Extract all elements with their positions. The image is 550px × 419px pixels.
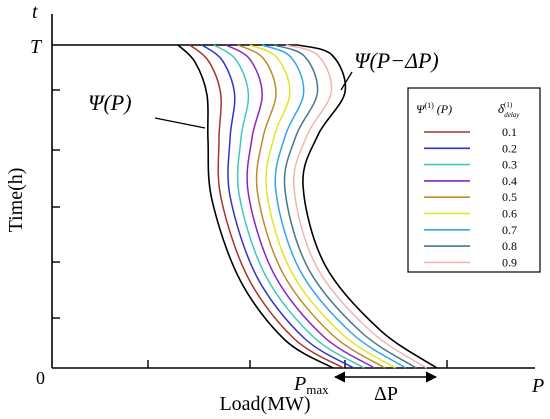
inner-label: Ψ(P): [88, 90, 132, 115]
legend-value: 0.9: [502, 255, 517, 269]
legend-value: 0.2: [502, 141, 517, 155]
curves: [177, 44, 438, 369]
delay-curve: [273, 44, 417, 369]
outer-leader: [340, 71, 353, 91]
inner-boundary: [177, 44, 334, 369]
legend-value: 0.6: [502, 207, 517, 221]
x-symbol: P: [531, 375, 544, 397]
delay-curve: [285, 44, 428, 369]
delay-curve: [237, 44, 386, 369]
legend-value: 0.8: [502, 239, 517, 253]
delay-curve: [261, 44, 407, 369]
legend-value: 0.3: [502, 158, 517, 172]
y-symbol: t: [32, 1, 38, 23]
legend-box: [407, 87, 541, 273]
legend-value: 0.1: [502, 125, 517, 139]
legend-value: 0.5: [502, 190, 517, 204]
delay-curve: [225, 44, 375, 369]
y-label: Time(h): [5, 168, 27, 233]
legend-value: 0.7: [502, 223, 517, 237]
delay-curve: [213, 44, 365, 369]
ticks: [52, 89, 448, 368]
legend: Ψ(1) (P) δ(1) delay 0.10.20.30.40.50.60.70…: [407, 87, 541, 273]
delay-curve: [189, 44, 344, 369]
outer-label: Ψ(P−ΔP): [354, 48, 439, 73]
delay-curve: [249, 44, 396, 369]
y-top: T: [30, 36, 43, 58]
legend-col2: δ(1) delay: [498, 101, 520, 119]
pmax: Pmax: [293, 373, 329, 397]
legend-items: 0.1 0.2 0.3 0.4 0.5 0.6 0.7 0.8 0.9: [424, 125, 517, 269]
origin: 0: [36, 368, 45, 388]
legend-col1: Ψ(1) (P): [416, 101, 452, 116]
inner-leader: [154, 117, 206, 129]
outer-boundary: [297, 44, 438, 369]
legend-value: 0.4: [502, 174, 517, 188]
delta-label: ΔP: [374, 383, 398, 405]
delay-curve: [201, 44, 355, 369]
x-label: Load(MW): [219, 393, 310, 415]
axes: [51, 14, 535, 369]
